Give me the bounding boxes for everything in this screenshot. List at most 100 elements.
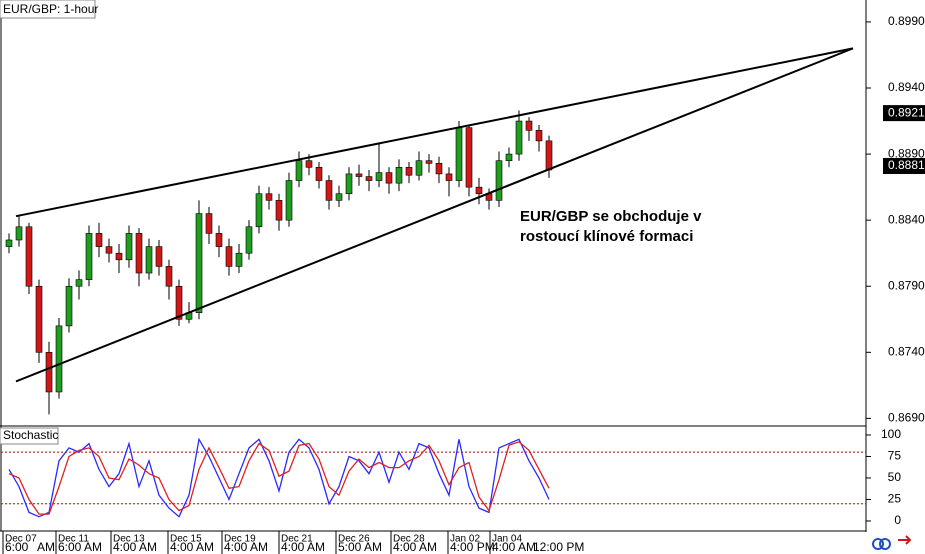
x-tick-label: Dec 07 [5,534,37,545]
candle-body [235,252,243,267]
stochastic-line [8,441,550,515]
link-icon[interactable] [872,538,884,550]
candle-body [115,252,123,261]
x-tick-label: 5:00 AM [338,540,382,554]
candle-body [135,233,143,274]
candle-body [395,167,403,184]
candle-body [455,127,463,181]
link-icon[interactable] [879,538,891,550]
candle-body [25,226,33,287]
candle-body [525,120,533,131]
candle-body [215,233,223,247]
x-tick-label: 4:00 AM [170,540,214,554]
trendline [15,47,854,383]
y-tick-label: 0.8790 [888,278,925,292]
candle-body [315,167,323,181]
y-tick-label: 0.8890 [888,146,925,160]
x-tick-label: 6:00 [5,540,29,554]
candle-body [35,285,43,353]
y-tick-label: 100 [881,427,901,441]
candle-body [305,160,313,168]
candle-body [255,193,263,228]
candle-body [145,246,153,274]
candle-body [65,285,73,327]
candle-body [325,180,333,201]
candle-body [475,186,483,195]
candle-body [125,233,133,261]
chart-title: EUR/GBP: 1-hour [3,2,98,16]
toolbar-icons[interactable] [872,535,912,550]
candle-body [195,213,203,313]
price-marker-label: 0.8881 [888,158,925,172]
y-tick-label: 0.8690 [888,411,925,425]
y-tick-label: 0.8940 [888,80,925,94]
title-box [0,0,96,19]
candle-body [415,160,423,176]
candle-body [505,153,513,161]
x-tick-label: 6:00 AM [58,540,102,554]
y-tick-label: 0.8990 [888,14,925,28]
candle-body [225,246,233,267]
x-tick-label: Dec 19 [224,534,256,545]
annotation: EUR/GBP se obchoduje v [520,208,702,225]
candle-body [165,266,173,287]
candle-body [55,325,63,393]
candle-body [265,193,273,201]
y-tick-label: 0.8840 [888,212,925,226]
candle-body [435,163,443,175]
candle-body [425,160,433,164]
candle-body [535,130,543,142]
stochastic-line [8,437,550,518]
x-tick-label: Dec 21 [281,534,313,545]
candle-body [345,173,353,195]
y-tick-label: 0 [894,513,901,527]
candle-body [175,285,183,320]
price-marker [883,105,925,122]
pane-title-box [0,427,59,445]
candle-body [275,200,283,221]
candle-body [405,167,413,176]
x-tick-label: Dec 28 [393,534,425,545]
price-marker-label: 0.8921 [888,105,925,119]
x-tick-label: 4:00 AM [281,540,325,554]
pane-title: Stochastic [3,428,58,442]
candle-body [45,352,53,393]
candle-body [75,279,83,287]
x-tick-label: Jan 04 [492,534,522,545]
candle-body [465,127,473,188]
x-tick-label: Dec 13 [113,534,145,545]
candle-body [295,160,303,181]
x-tick-label: 4:00 AM [224,540,268,554]
x-tick-label: 12:00 PM [533,540,584,554]
x-tick-label: Dec 15 [170,534,202,545]
candle-body [515,120,523,155]
y-tick-label: 25 [888,492,902,506]
candle-body [335,193,343,201]
candle-body [15,226,23,241]
candle-body [105,246,113,254]
candle-body [95,233,103,247]
x-tick-label: Jan 02 [450,534,480,545]
y-tick-label: 50 [888,470,902,484]
candle-body [495,160,503,201]
x-tick-label: 4:00 AM [393,540,437,554]
x-tick-label: Dec 11 [58,534,89,545]
candle-body [155,246,163,267]
candle-body [245,226,253,254]
candle-body [285,180,293,221]
x-tick-label: AM [37,540,55,554]
price-marker [883,157,925,174]
candle-body [445,173,453,181]
y-tick-label: 75 [888,449,902,463]
candle-body [365,176,373,181]
x-tick-label: 4:00 PM [450,540,495,554]
arrow-icon[interactable] [898,535,912,545]
candle-body [205,213,213,234]
y-tick-label: 0.8740 [888,344,925,358]
x-tick-label: 4:00 AM [492,540,536,554]
candle-body [385,172,393,184]
candle-body [375,172,383,181]
candle-body [5,239,13,247]
